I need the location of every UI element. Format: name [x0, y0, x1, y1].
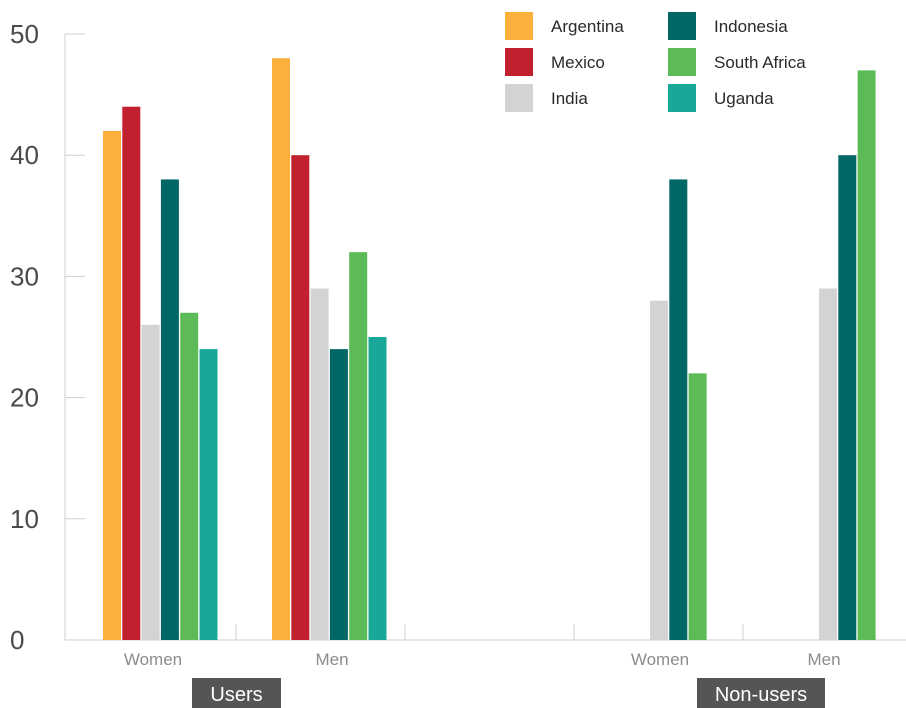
- x-category-label: Men: [315, 650, 348, 669]
- bar-argentina-0: [103, 130, 121, 640]
- legend-label: Uganda: [714, 89, 774, 108]
- x-category-label: Women: [631, 650, 689, 669]
- legend-label: South Africa: [714, 53, 806, 72]
- x-axis-labels: Women Men Women Men: [124, 650, 841, 669]
- legend-swatch: [505, 84, 533, 112]
- legend-swatch: [668, 48, 696, 76]
- legend-label: India: [551, 89, 588, 108]
- legend-swatch: [668, 84, 696, 112]
- legend-label: Argentina: [551, 17, 624, 36]
- legend-label: Indonesia: [714, 17, 788, 36]
- bar-india-1: [310, 288, 329, 640]
- bar-argentina-1: [272, 58, 290, 641]
- legend-swatch: [505, 12, 533, 40]
- x-category-label: Women: [124, 650, 182, 669]
- legend-label: Mexico: [551, 53, 605, 72]
- bar-india-3: [819, 288, 837, 640]
- legend-swatch: [505, 48, 533, 76]
- bar-indonesia-3: [838, 155, 857, 640]
- bar-indonesia-0: [160, 179, 179, 640]
- bar-indonesia-2: [669, 179, 688, 640]
- bar-south-africa-2: [688, 373, 707, 640]
- legend: Argentina Mexico India Indonesia South Afric…: [505, 12, 806, 112]
- legend-swatch: [668, 12, 696, 40]
- group-tag-label: Non-users: [715, 684, 807, 706]
- bar-mexico-0: [122, 106, 141, 641]
- y-tick-label: 0: [10, 625, 24, 655]
- y-tick-label: 20: [10, 383, 39, 413]
- y-tick-label: 50: [10, 19, 39, 49]
- group-tags: Users Non-users: [192, 678, 825, 708]
- bar-south-africa-3: [857, 70, 876, 641]
- group-tag-label: Users: [210, 684, 262, 706]
- group-tag-box: [192, 678, 281, 708]
- bar-india-0: [141, 324, 160, 640]
- bar-india-2: [650, 300, 668, 640]
- x-category-label: Men: [807, 650, 840, 669]
- bar-uganda-1: [368, 337, 387, 640]
- bar-mexico-1: [291, 155, 310, 640]
- y-tick-label: 40: [10, 140, 39, 170]
- y-tick-label: 30: [10, 261, 39, 291]
- bars: [103, 58, 876, 641]
- bar-indonesia-1: [329, 349, 348, 640]
- bar-south-africa-1: [349, 252, 368, 640]
- group-tag-box: [697, 678, 825, 708]
- bar-uganda-0: [199, 349, 218, 640]
- y-tick-label: 10: [10, 504, 39, 534]
- bar-south-africa-0: [180, 312, 199, 640]
